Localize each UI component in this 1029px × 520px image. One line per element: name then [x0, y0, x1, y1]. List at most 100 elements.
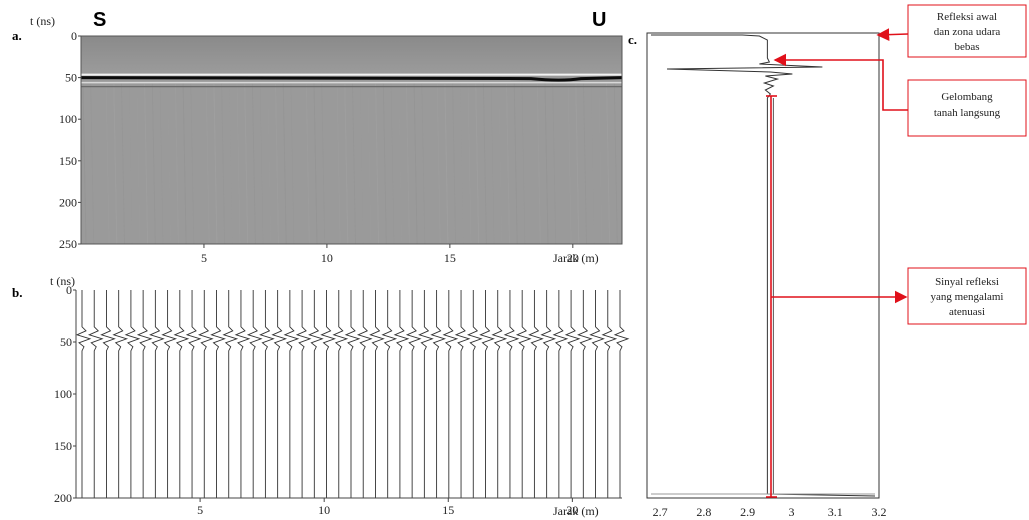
panel-c-frame: [646, 32, 880, 499]
texture-stripe: [298, 83, 303, 245]
x-tick-label: 2.7: [653, 505, 668, 519]
callout-3-line-3: atenuasi: [949, 306, 985, 318]
y-tick-label: 200: [54, 491, 72, 505]
texture-stripe: [174, 83, 179, 245]
callout-box-1: [907, 4, 1027, 58]
texture-stripe: [613, 83, 618, 245]
texture-stripe: [606, 83, 611, 245]
texture-stripe: [459, 83, 464, 245]
y-tick-label: 200: [59, 195, 77, 209]
wiggle-trace: [405, 290, 422, 498]
wiggle-trace: [259, 290, 275, 498]
callout-3-line-1: Sinyal refleksi: [935, 276, 999, 288]
panel-a-letter: a.: [12, 28, 22, 43]
texture-stripe: [321, 83, 326, 245]
wiggle-trace: [246, 290, 263, 498]
texture-stripe: [313, 83, 318, 245]
callout-box-3: [907, 267, 1027, 325]
wiggle-trace: [320, 290, 336, 498]
single-trace: [651, 34, 876, 497]
wiggle-trace: [393, 290, 410, 498]
panel-c-x-ticks: 2.7 2.8 2.9 3 3.1 3.2: [653, 505, 887, 519]
reflector-black-band: [80, 76, 623, 82]
wiggle-trace: [136, 290, 153, 498]
texture-stripe: [228, 83, 233, 245]
callout-1-line-1: Refleksi awal: [937, 11, 997, 23]
wiggle-trace: [589, 290, 605, 498]
texture-stripe: [405, 83, 410, 245]
texture-stripe: [352, 83, 356, 245]
panel-a-y-ticks: 0 50 100 150 200 250: [59, 29, 81, 251]
texture-stripe: [113, 83, 118, 245]
texture-stripe: [444, 83, 449, 245]
wiggle-trace: [332, 290, 349, 498]
texture-stripe: [567, 83, 572, 245]
wiggle-trace: [430, 290, 447, 498]
panel-c-letter: c.: [628, 32, 637, 47]
y-tick-label: 0: [71, 29, 77, 43]
texture-stripe: [359, 83, 364, 245]
wiggle-trace: [552, 290, 569, 498]
texture-stripe: [498, 83, 503, 245]
radargram-texture: [82, 83, 618, 245]
texture-stripe: [90, 83, 95, 245]
texture-stripe: [251, 83, 256, 245]
panel-b-y-ticks: 0 50 100 150 200: [54, 283, 76, 505]
callout-1-line-3: bebas: [954, 41, 979, 53]
x-tick-label: 3.1: [828, 505, 843, 519]
panel-b: b. t (ns) 0 50 100 150 200 5 10 15 20 Jarak (m): [12, 274, 630, 518]
x-tick-label: 5: [197, 503, 203, 517]
texture-stripe: [559, 83, 564, 245]
texture-stripe: [82, 83, 87, 245]
wiggle-trace: [528, 290, 544, 498]
callout-2-line-2: tanah langsung: [934, 107, 1001, 119]
panel-a-frame: [80, 35, 623, 245]
wiggle-trace: [515, 290, 532, 498]
radargram-top-zone: [81, 36, 622, 76]
panel-a-xlabel: Jarak (m): [553, 251, 599, 265]
wiggle-trace: [75, 290, 92, 498]
callout-1-line-2: dan zona udara: [934, 26, 1001, 38]
panel-a-left-marker: S: [93, 9, 106, 31]
wiggle-trace: [564, 290, 581, 498]
texture-stripe: [598, 83, 603, 245]
texture-stripe: [105, 83, 110, 245]
texture-stripe: [198, 83, 202, 245]
texture-stripe: [144, 83, 149, 245]
callout-1-arrow: [876, 28, 909, 42]
wiggle-trace: [308, 290, 324, 498]
wiggle-trace: [222, 290, 239, 498]
texture-stripe: [429, 83, 433, 245]
wiggle-trace: [283, 290, 300, 498]
wiggle-traces: [75, 290, 630, 498]
texture-stripe: [282, 83, 287, 245]
y-tick-label: 100: [59, 112, 77, 126]
texture-stripe: [544, 83, 549, 245]
texture-stripe: [236, 83, 241, 245]
texture-stripe: [275, 83, 279, 245]
texture-stripe: [482, 83, 487, 245]
texture-stripe: [267, 83, 272, 245]
radargram-reflector: [80, 73, 623, 88]
texture-stripe: [97, 83, 102, 245]
texture-stripe: [490, 83, 495, 245]
texture-stripe: [467, 83, 472, 245]
texture-stripe: [151, 83, 156, 245]
panel-b-letter: b.: [12, 285, 22, 300]
texture-stripe: [367, 83, 372, 245]
y-tick-label: 50: [60, 335, 72, 349]
texture-stripe: [421, 83, 426, 245]
texture-stripe: [382, 83, 387, 245]
texture-stripe: [552, 83, 557, 245]
y-tick-label: 150: [54, 439, 72, 453]
y-tick-label: 50: [65, 71, 77, 85]
wiggle-trace: [173, 290, 190, 498]
wiggle-trace: [369, 290, 385, 498]
panel-a: a. t (ns) S U 0 50 100 150 200 250 5 10 15 20 Ja…: [12, 9, 623, 265]
wiggle-trace: [185, 290, 202, 498]
texture-stripe: [344, 83, 349, 245]
texture-stripe: [305, 83, 310, 245]
texture-stripe: [513, 83, 518, 245]
texture-stripe: [121, 83, 125, 245]
